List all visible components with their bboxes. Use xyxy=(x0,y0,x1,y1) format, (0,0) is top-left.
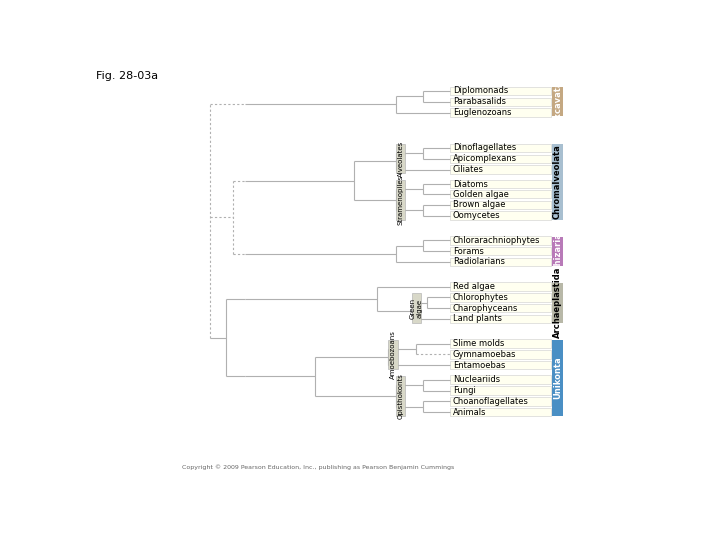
Text: Rhizaria: Rhizaria xyxy=(553,232,562,271)
Text: Nucleariids: Nucleariids xyxy=(453,375,500,384)
Text: Copyright © 2009 Pearson Education, Inc., publishing as Pearson Benjamin Cumming: Copyright © 2009 Pearson Education, Inc.… xyxy=(182,464,455,470)
Bar xyxy=(552,340,563,416)
Bar xyxy=(388,340,397,369)
Bar xyxy=(451,282,551,291)
Text: Unikonta: Unikonta xyxy=(553,356,562,399)
Text: Slime molds: Slime molds xyxy=(453,339,504,348)
Text: Diatoms: Diatoms xyxy=(453,180,487,188)
Text: Gymnamoebas: Gymnamoebas xyxy=(453,350,516,359)
Text: Animals: Animals xyxy=(453,408,486,416)
Text: Parabasalids: Parabasalids xyxy=(453,97,505,106)
Text: Ciliates: Ciliates xyxy=(453,165,484,174)
Text: Alveolates: Alveolates xyxy=(397,140,404,177)
Bar xyxy=(451,98,551,106)
Bar xyxy=(552,144,563,220)
Text: Chromalveolata: Chromalveolata xyxy=(553,145,562,219)
Text: Fungi: Fungi xyxy=(453,386,476,395)
Bar xyxy=(451,258,551,266)
Bar xyxy=(451,190,551,198)
Bar xyxy=(552,237,563,266)
Bar xyxy=(396,376,405,416)
Bar xyxy=(451,350,551,359)
Bar xyxy=(451,304,551,312)
Bar xyxy=(451,180,551,188)
Bar xyxy=(451,87,551,95)
Text: Green
algae: Green algae xyxy=(410,298,423,319)
Text: Excavata: Excavata xyxy=(553,80,562,123)
Bar xyxy=(451,293,551,301)
Bar xyxy=(451,154,551,163)
Text: Archaeplastida: Archaeplastida xyxy=(553,267,562,339)
Text: Entamoebas: Entamoebas xyxy=(453,361,505,369)
Text: Dinoflagellates: Dinoflagellates xyxy=(453,144,516,152)
Text: Charophyceans: Charophyceans xyxy=(453,303,518,313)
Bar xyxy=(412,294,421,323)
Bar xyxy=(451,386,551,395)
Text: Chlorarachniophytes: Chlorarachniophytes xyxy=(453,236,540,245)
Bar xyxy=(552,283,563,323)
Bar xyxy=(451,212,551,220)
Text: Land plants: Land plants xyxy=(453,314,502,323)
Bar xyxy=(451,361,551,369)
Bar xyxy=(451,236,551,245)
Bar xyxy=(451,144,551,152)
Bar xyxy=(396,144,405,173)
Bar xyxy=(451,201,551,209)
Bar xyxy=(451,315,551,323)
Bar xyxy=(451,375,551,384)
Text: Forams: Forams xyxy=(453,247,484,255)
Bar xyxy=(451,408,551,416)
Bar xyxy=(451,109,551,117)
Text: Radiolarians: Radiolarians xyxy=(453,258,505,266)
Text: Brown algae: Brown algae xyxy=(453,200,505,210)
Bar xyxy=(451,397,551,406)
Text: Choanoflagellates: Choanoflagellates xyxy=(453,397,528,406)
Bar xyxy=(396,180,405,220)
Text: Oomycetes: Oomycetes xyxy=(453,211,500,220)
Bar xyxy=(552,87,563,117)
Text: Stramenopiles: Stramenopiles xyxy=(397,175,404,225)
Text: Amoebozoans: Amoebozoans xyxy=(390,330,396,379)
Bar xyxy=(451,339,551,348)
Bar xyxy=(451,165,551,174)
Text: Chlorophytes: Chlorophytes xyxy=(453,293,508,302)
Text: Red algae: Red algae xyxy=(453,282,495,291)
Text: Diplomonads: Diplomonads xyxy=(453,86,508,96)
Text: Apicomplexans: Apicomplexans xyxy=(453,154,517,163)
Text: Euglenozoans: Euglenozoans xyxy=(453,108,511,117)
Text: Opisthokonts: Opisthokonts xyxy=(397,373,404,419)
Text: Golden algae: Golden algae xyxy=(453,190,508,199)
Bar xyxy=(451,247,551,255)
Text: Fig. 28-03a: Fig. 28-03a xyxy=(96,71,158,81)
